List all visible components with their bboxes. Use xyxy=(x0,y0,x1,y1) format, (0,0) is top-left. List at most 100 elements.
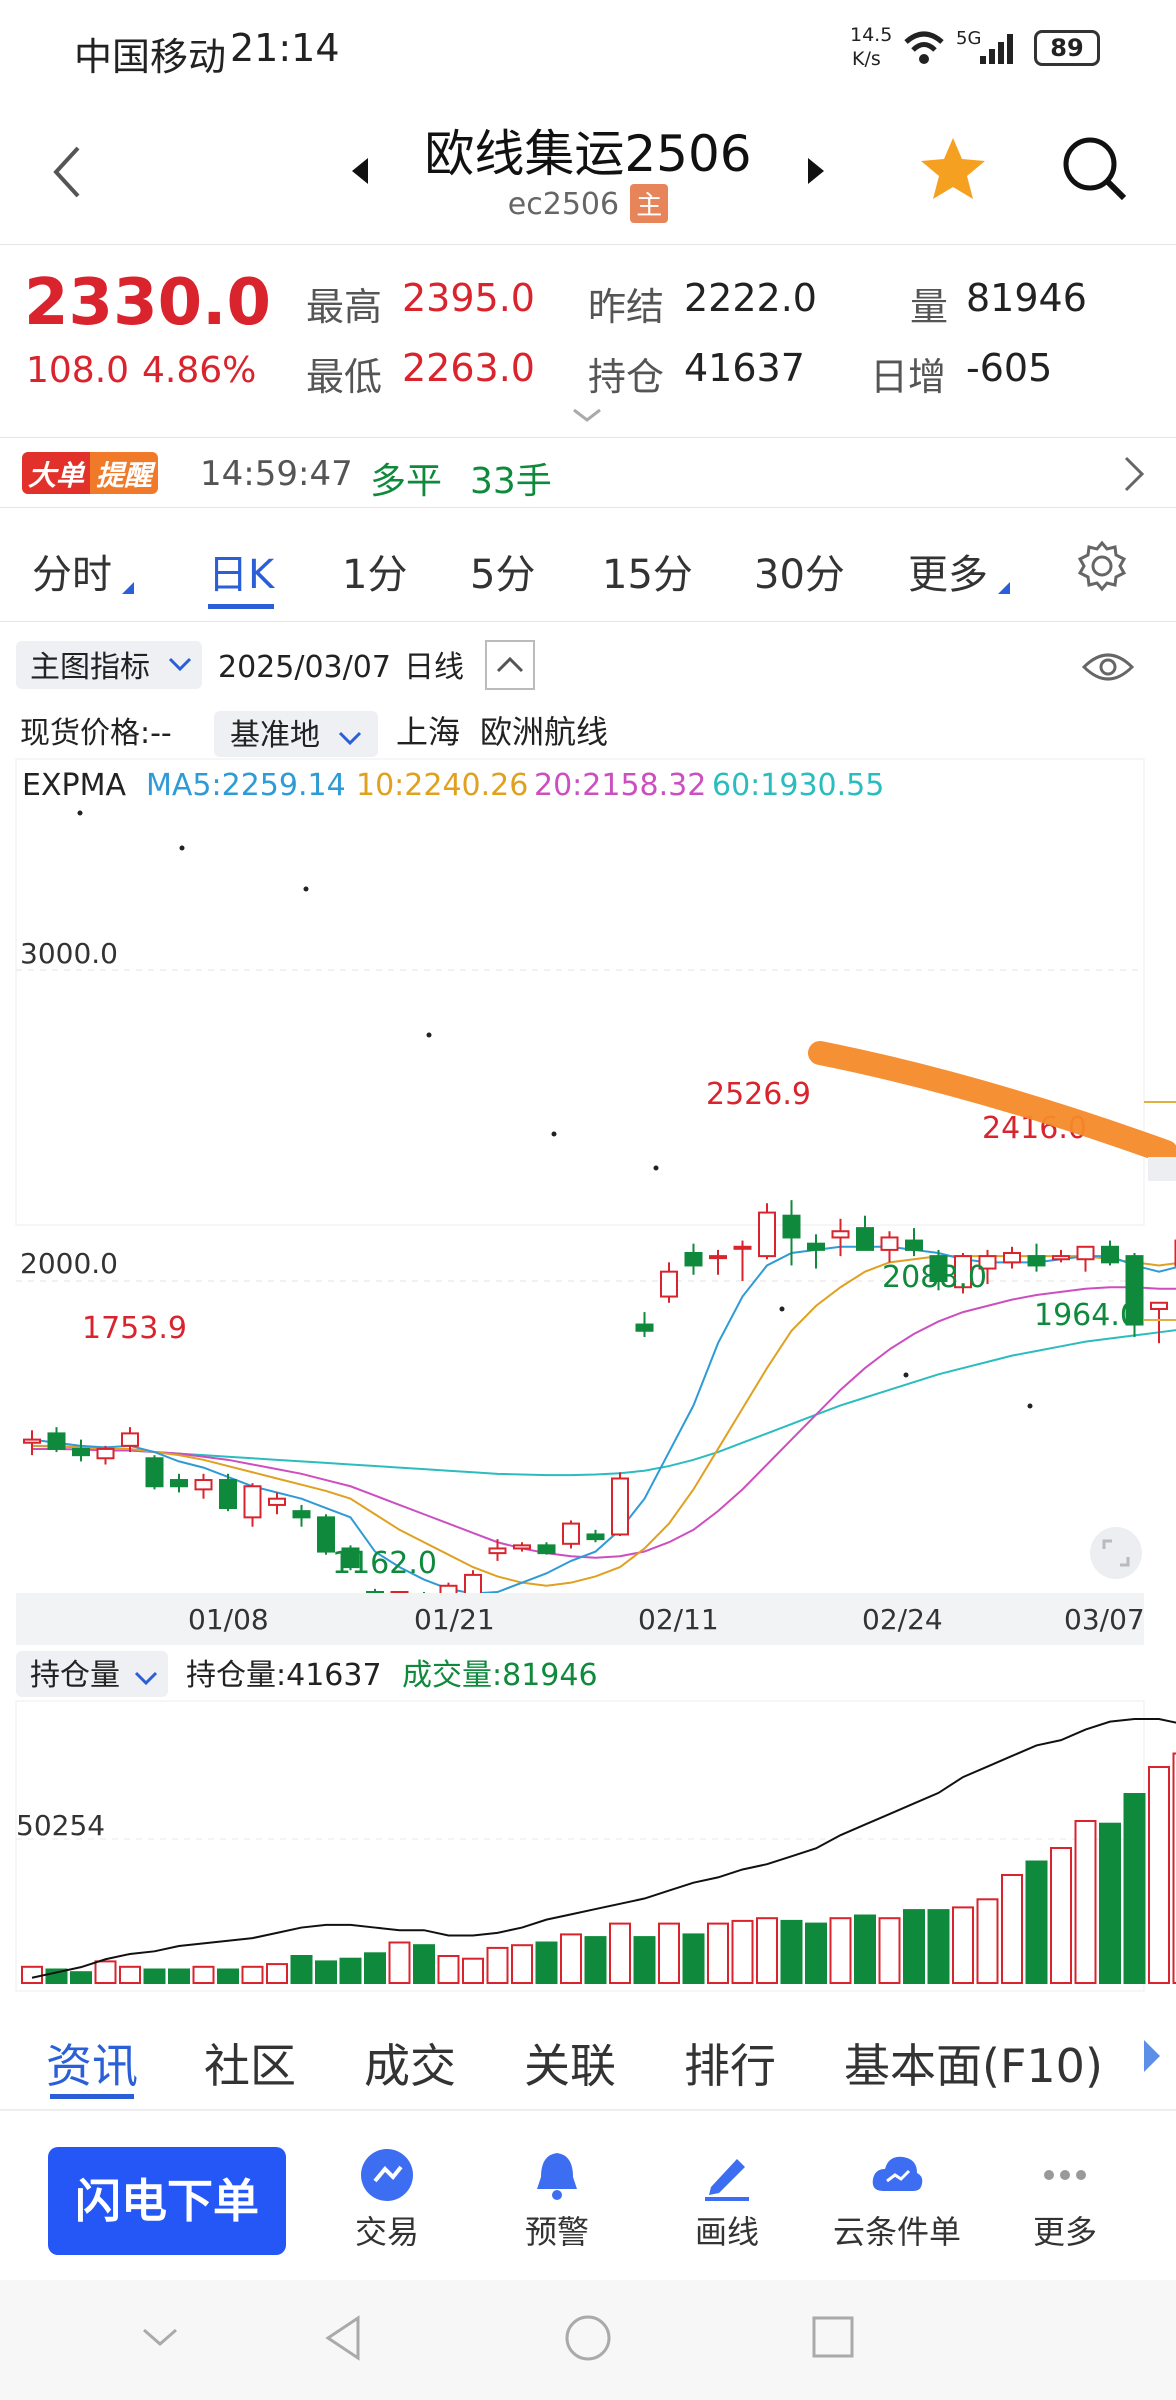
lower-indicator-select[interactable] xyxy=(16,1651,168,1697)
candle-body-up xyxy=(488,1547,507,1555)
back-icon[interactable] xyxy=(48,144,88,200)
ma10-value: 10:2240.26 xyxy=(356,768,528,803)
volume-bar xyxy=(1001,1874,1023,1984)
volume-bar xyxy=(266,1963,288,1984)
y-tick-2000: 2000.0 xyxy=(20,1247,118,1280)
more-dots-icon xyxy=(1044,2170,1086,2180)
ma5-value: MA5:2259.14 xyxy=(146,768,346,803)
volume-bar xyxy=(1074,1820,1097,1984)
candle-body-up xyxy=(954,1255,972,1289)
lower-indicator-label: 持仓量 xyxy=(30,1658,120,1693)
volume-bar xyxy=(756,1917,778,1984)
tab-fundamentals[interactable]: 基本面(F10) xyxy=(844,2039,1103,2093)
last-price: 2330.0 xyxy=(24,266,271,340)
x-axis-band xyxy=(16,1593,1144,1645)
contract-code-row: ec2506 主 xyxy=(380,184,796,223)
nav-collapse-icon[interactable] xyxy=(140,2326,180,2350)
candle-body-up xyxy=(513,1544,531,1550)
trade-button[interactable]: 交易 xyxy=(312,2147,462,2253)
candle xyxy=(23,1430,41,1456)
bell-icon xyxy=(537,2153,577,2200)
candle-body-down xyxy=(219,1479,237,1510)
candle-body-up xyxy=(562,1522,580,1545)
ma5-line xyxy=(31,1245,1176,1595)
cloud-order-button[interactable]: 云条件单 xyxy=(822,2147,972,2253)
tab-1min[interactable]: 1分 xyxy=(342,552,408,598)
volume-bar xyxy=(1099,1822,1121,1984)
candle xyxy=(586,1529,605,1543)
volume-bar xyxy=(339,1957,362,1984)
prev-contract-icon[interactable] xyxy=(348,156,372,186)
more-button[interactable]: 更多 xyxy=(990,2147,1140,2253)
nav-back-icon[interactable] xyxy=(320,2312,364,2364)
tab-15min[interactable]: 15分 xyxy=(602,552,693,598)
candlesticks xyxy=(23,1200,1176,1624)
tab-30min[interactable]: 30分 xyxy=(754,552,845,598)
tab-intraday[interactable]: 分时 xyxy=(32,552,112,598)
candle xyxy=(733,1240,752,1281)
nav-home-icon[interactable] xyxy=(562,2312,614,2364)
high-label: 最高 xyxy=(306,285,383,329)
volume-bar xyxy=(70,1971,92,1984)
volume-bar xyxy=(364,1952,386,1985)
flash-order-button[interactable]: 闪电下单 xyxy=(48,2147,286,2255)
tab-ranking[interactable]: 排行 xyxy=(684,2039,776,2093)
candle xyxy=(635,1312,654,1337)
x-tick-0211: 02/11 xyxy=(638,1603,719,1636)
low-label: 最低 xyxy=(306,355,383,399)
candle xyxy=(1076,1245,1095,1272)
base-select-label: 基准地 xyxy=(230,718,320,753)
volume-bar xyxy=(780,1919,803,1985)
base-select[interactable] xyxy=(214,711,378,757)
kline-chart-area[interactable]: 主图指标 2025/03/07 日线 现货价格:-- 基准地 上海 欧洲航线 E… xyxy=(0,625,1176,2000)
eye-icon[interactable] xyxy=(1081,653,1135,681)
contract-code: ec2506 xyxy=(507,187,620,222)
tab-related[interactable]: 关联 xyxy=(524,2039,616,2093)
prev-settle-value: 2222.0 xyxy=(684,276,817,320)
candle-body-up xyxy=(611,1477,629,1536)
candle-body-up xyxy=(194,1479,213,1491)
volume-bar xyxy=(1172,1752,1176,1984)
favorite-star-icon[interactable] xyxy=(918,134,988,204)
candle-body-down xyxy=(145,1457,164,1488)
ma20-line xyxy=(32,1286,1176,1559)
candle xyxy=(660,1262,678,1303)
indicator-chevron-icon xyxy=(168,657,192,672)
draw-line-label: 画线 xyxy=(694,2213,759,2251)
search-icon[interactable] xyxy=(1060,134,1130,204)
candle xyxy=(1052,1249,1070,1263)
settings-gear-icon[interactable] xyxy=(1076,540,1128,592)
candle-body-up xyxy=(1003,1252,1021,1264)
tabs-scroll-right-icon[interactable] xyxy=(1140,2036,1164,2076)
nav-recents-icon[interactable] xyxy=(810,2314,856,2360)
low-value: 2263.0 xyxy=(402,346,535,390)
tab-trades[interactable]: 成交 xyxy=(364,2039,456,2093)
tab-5min[interactable]: 5分 xyxy=(470,552,536,598)
chevron-right-icon[interactable] xyxy=(1118,454,1148,494)
draw-line-button[interactable]: 画线 xyxy=(652,2147,802,2253)
base-chevron-icon xyxy=(338,731,362,746)
next-contract-icon[interactable] xyxy=(804,156,828,186)
signal-icon xyxy=(980,34,1013,64)
collapse-button[interactable] xyxy=(485,640,535,690)
fullscreen-icon[interactable] xyxy=(1090,1527,1142,1579)
tab-daily-k[interactable]: 日K xyxy=(208,552,275,598)
candle xyxy=(145,1455,164,1490)
candle xyxy=(782,1200,801,1266)
alert-button[interactable]: 预警 xyxy=(482,2147,632,2253)
expand-chevron-icon[interactable] xyxy=(570,406,604,426)
indicator-select[interactable] xyxy=(16,641,202,689)
big-order-time: 14:59:47 xyxy=(200,454,353,494)
candle-body-up xyxy=(709,1255,727,1260)
volume-tick-50254: 50254 xyxy=(16,1809,105,1842)
big-order-alert-bar[interactable]: 大单 提醒 14:59:47 多平 33手 xyxy=(0,438,1176,508)
candle-body-up xyxy=(758,1211,776,1258)
wifi-icon xyxy=(904,31,944,64)
tab-community[interactable]: 社区 xyxy=(204,2039,296,2093)
tab-news[interactable]: 资讯 xyxy=(46,2039,138,2093)
x-tick-0121: 01/21 xyxy=(414,1603,495,1636)
page-title: 欧线集运2506 xyxy=(424,125,752,183)
candle xyxy=(831,1218,850,1257)
volume-bar xyxy=(952,1906,974,1985)
tab-more[interactable]: 更多 xyxy=(908,552,988,598)
